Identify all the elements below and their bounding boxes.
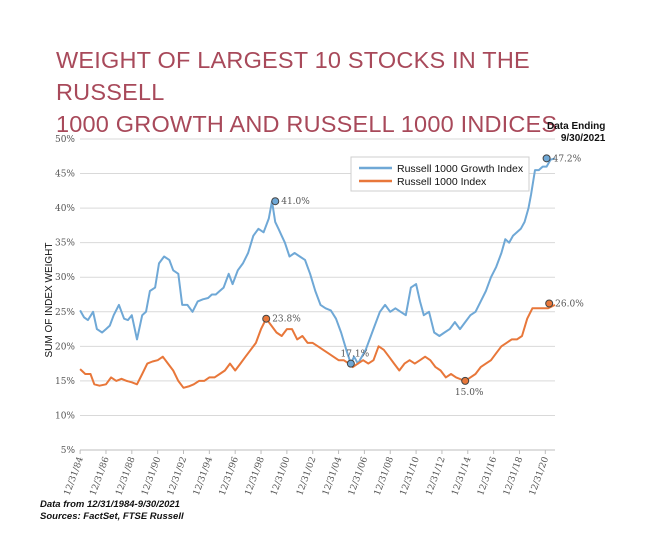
x-tick-label: 12/31/98 bbox=[244, 455, 267, 497]
annotation-marker bbox=[346, 359, 355, 368]
series-line-growth bbox=[79, 157, 556, 365]
data-ending-note: Data Ending 9/30/2021 bbox=[547, 121, 605, 145]
y-tick-label: 35% bbox=[55, 239, 75, 249]
legend-box bbox=[350, 156, 530, 192]
annotation-marker bbox=[461, 376, 470, 385]
series-line-index bbox=[79, 303, 556, 389]
x-tick-label: 12/31/04 bbox=[321, 455, 344, 497]
legend-label-growth: Russell 1000 Growth Index bbox=[397, 163, 524, 175]
y-tick-label: 50% bbox=[55, 135, 75, 145]
annotation-label: 47.2% bbox=[553, 154, 582, 164]
chart-title-line-1: WEIGHT OF LARGEST 10 STOCKS IN THE RUSSE… bbox=[56, 47, 530, 105]
annotation-marker bbox=[545, 299, 554, 308]
y-tick-label: 10% bbox=[55, 411, 75, 421]
x-tick-label: 12/31/92 bbox=[166, 456, 189, 497]
chart-title: WEIGHT OF LARGEST 10 STOCKS IN THE RUSSE… bbox=[56, 44, 636, 140]
x-axis-ticks: 12/31/84 12/31/86 12/31/88 12/31/90 12/31/92… bbox=[63, 450, 551, 497]
annotation-label: 15.0% bbox=[455, 388, 484, 398]
y-axis-ticks: 5% 10% 15% 20% 25% 30% 35% 40% 45% 50% bbox=[55, 135, 75, 456]
y-tick-label: 30% bbox=[55, 273, 75, 283]
x-tick-label: 12/31/12 bbox=[425, 456, 448, 497]
series-lines bbox=[79, 157, 556, 389]
x-tick-label: 12/31/86 bbox=[89, 455, 112, 497]
footer-notes: Data from 12/31/1984-9/30/2021 Sources: … bbox=[40, 499, 184, 523]
y-axis-label: SUM OF INDEX WEIGHT bbox=[44, 243, 55, 358]
y-tick-label: 15% bbox=[55, 377, 75, 387]
x-tick-label: 12/31/18 bbox=[502, 455, 525, 497]
x-tick-label: 12/31/96 bbox=[218, 455, 241, 497]
x-tick-label: 12/31/94 bbox=[192, 455, 215, 497]
gridlines bbox=[80, 138, 555, 451]
x-tick-label: 12/31/90 bbox=[140, 455, 163, 497]
y-tick-label: 40% bbox=[55, 204, 75, 214]
annotation-label: 26.0% bbox=[555, 299, 584, 309]
legend-label-index: Russell 1000 Index bbox=[397, 176, 487, 188]
annotations: 41.0% 17.1% 47.2% 23.8% 15.0% 26.0% bbox=[262, 154, 584, 398]
x-tick-label: 12/31/08 bbox=[373, 455, 396, 497]
annotation-label: 17.1% bbox=[341, 350, 370, 360]
y-tick-label: 25% bbox=[55, 308, 75, 318]
y-tick-label: 20% bbox=[55, 342, 75, 352]
y-tick-label: 45% bbox=[55, 170, 75, 180]
data-ending-line-2: 9/30/2021 bbox=[560, 133, 606, 144]
footer-data-range: Data from 12/31/1984-9/30/2021 bbox=[40, 499, 180, 510]
annotation-label: 23.8% bbox=[272, 315, 301, 325]
footer-sources: Sources: FactSet, FTSE Russell bbox=[40, 511, 184, 522]
x-tick-label: 12/31/84 bbox=[63, 455, 86, 497]
y-tick-label: 5% bbox=[61, 446, 76, 456]
x-tick-label: 12/31/20 bbox=[528, 455, 551, 497]
x-tick-label: 12/31/10 bbox=[399, 455, 422, 497]
x-tick-label: 12/31/00 bbox=[269, 455, 292, 497]
annotation-label: 41.0% bbox=[281, 197, 310, 207]
x-tick-label: 12/31/06 bbox=[347, 455, 370, 497]
annotation-marker bbox=[262, 314, 271, 323]
chart-title-line-2: 1000 GROWTH AND RUSSELL 1000 INDICES bbox=[56, 111, 558, 137]
annotation-marker bbox=[271, 197, 280, 206]
legend: Russell 1000 Growth Index Russell 1000 I… bbox=[350, 156, 530, 192]
x-tick-label: 12/31/02 bbox=[295, 456, 318, 497]
data-ending-line-1: Data Ending bbox=[547, 121, 606, 132]
x-tick-label: 12/31/16 bbox=[476, 455, 499, 497]
annotation-marker bbox=[542, 154, 551, 163]
x-tick-label: 12/31/88 bbox=[114, 455, 137, 497]
x-tick-label: 12/31/14 bbox=[450, 455, 473, 497]
